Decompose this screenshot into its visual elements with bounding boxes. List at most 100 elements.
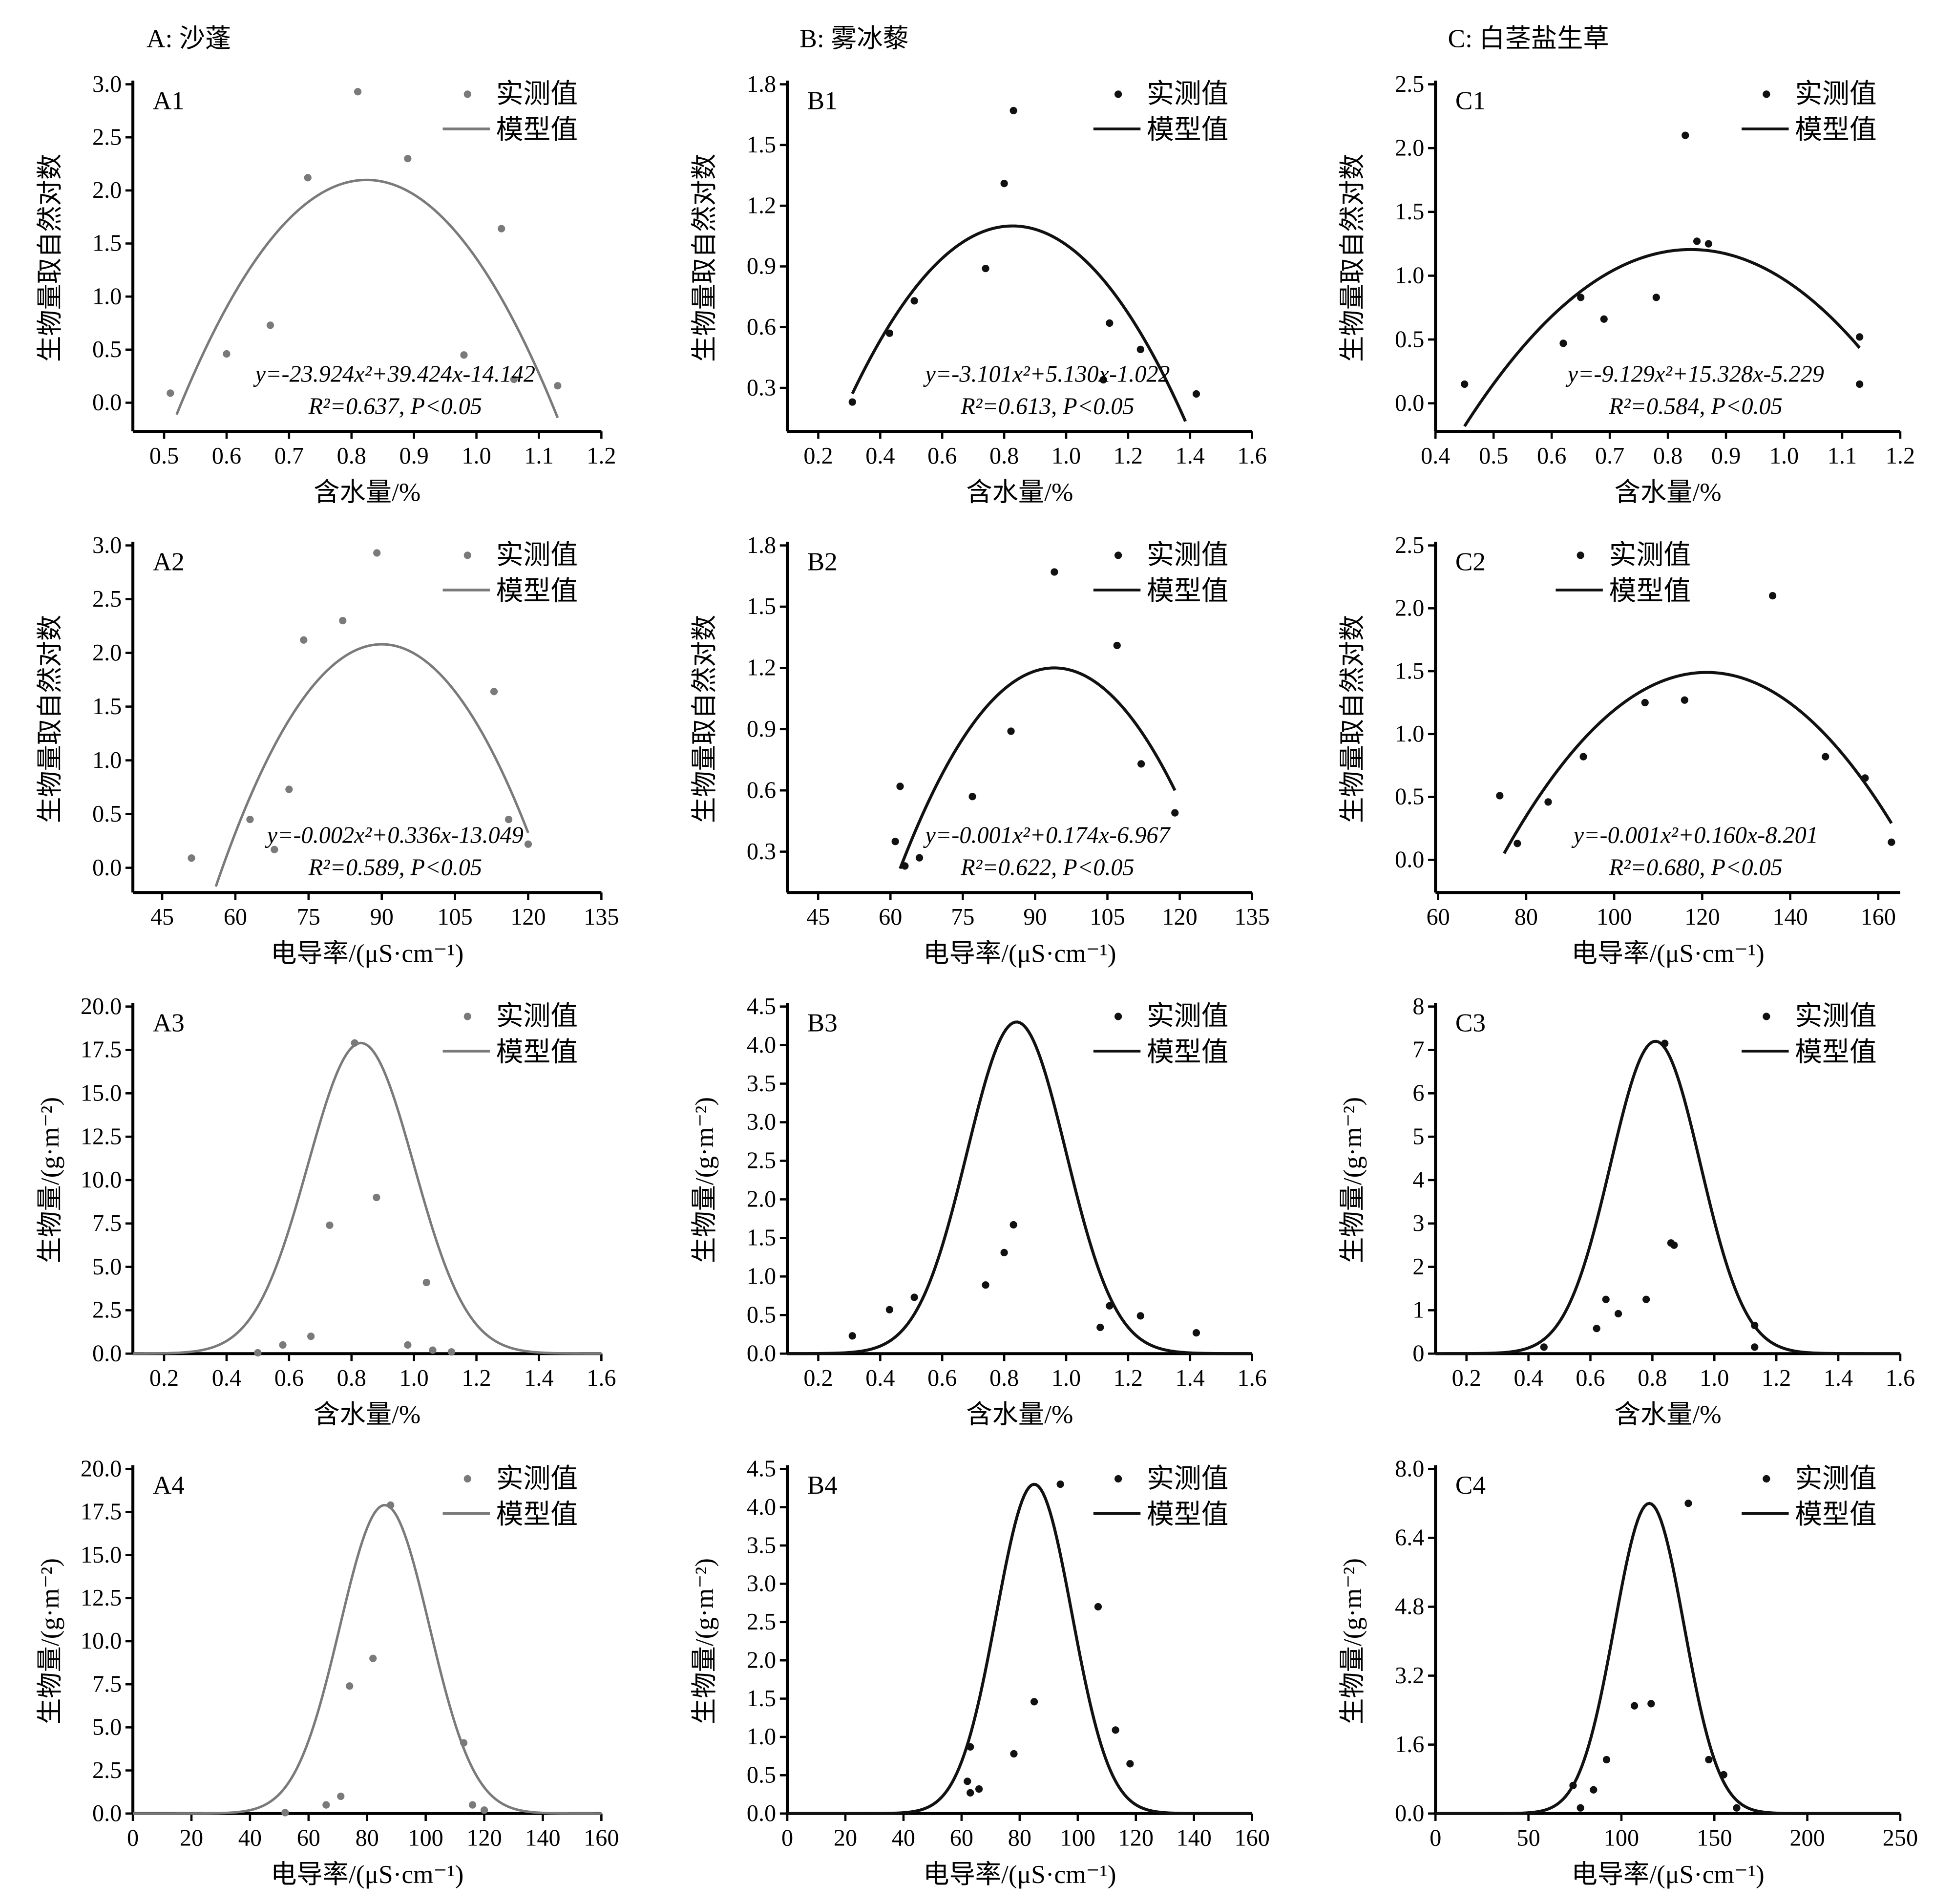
data-point — [1684, 1500, 1692, 1507]
legend-model: 模型值 — [496, 115, 578, 145]
x-tick-label: 1.2 — [1886, 443, 1915, 469]
data-point — [1856, 380, 1864, 388]
y-tick-label: 1.0 — [747, 1264, 776, 1290]
y-tick-label: 7.5 — [92, 1210, 122, 1236]
y-tick-label: 0.0 — [1395, 846, 1424, 872]
panel-label: A3 — [153, 1008, 185, 1037]
fit-equation: y=-0.001x²+0.174x-6.967 — [923, 823, 1171, 848]
data-point — [1600, 315, 1608, 323]
x-axis-label: 电导率/(μS·cm⁻¹) — [923, 1860, 1116, 1889]
panel-A2: 45 60 75 90 105 120 135 0.0 0.5 1.0 1.5 2.0 2.5 3.0 电导… — [36, 532, 619, 968]
y-tick-label: 0.5 — [1395, 326, 1424, 352]
data-point — [1733, 1804, 1741, 1812]
x-tick-label: 200 — [1789, 1825, 1825, 1851]
data-point — [460, 351, 468, 359]
data-point — [404, 155, 412, 163]
x-tick-label: 0.7 — [274, 443, 304, 469]
panel-label: A2 — [153, 547, 185, 576]
x-tick-label: 120 — [1118, 1825, 1154, 1851]
fit-equation: y=-23.924x²+39.424x-14.142 — [253, 361, 535, 387]
y-tick-label: 2.0 — [92, 640, 122, 666]
data-point — [1496, 792, 1504, 800]
y-tick-label: 5 — [1412, 1123, 1424, 1149]
data-point — [373, 549, 381, 557]
data-point — [254, 1349, 262, 1357]
y-tick-label: 5.0 — [92, 1714, 122, 1740]
y-tick-label: 1.8 — [747, 532, 776, 558]
x-tick-label: 1.2 — [1114, 443, 1143, 469]
panel-A4: 0 20 40 60 80 100 120 140 160 0.0 2.5 5.0 7.5 10.0 12.… — [36, 1456, 619, 1888]
data-point — [188, 854, 195, 862]
y-axis-label: 生物量/(g·m⁻²) — [36, 1558, 64, 1724]
data-point — [460, 1739, 468, 1747]
model-curve — [133, 1504, 602, 1815]
data-point — [422, 1278, 430, 1287]
legend-observed: 实测值 — [1147, 79, 1228, 109]
data-point — [447, 1348, 456, 1356]
legend-point-marker — [1114, 90, 1122, 98]
x-tick-label: 105 — [1090, 904, 1125, 930]
x-tick-label: 45 — [806, 904, 830, 930]
y-tick-label: 7 — [1412, 1037, 1424, 1063]
x-axis-label: 含水量/% — [1615, 478, 1722, 507]
y-tick-label: 2.0 — [1395, 135, 1424, 161]
y-tick-label: 4.8 — [1395, 1594, 1424, 1620]
y-tick-label: 4.5 — [747, 994, 776, 1019]
model-curve — [851, 224, 1187, 422]
y-tick-label: 1.0 — [1395, 263, 1424, 289]
legend-model: 模型值 — [496, 576, 578, 606]
x-tick-label: 105 — [437, 904, 472, 930]
y-tick-label: 15.0 — [81, 1542, 122, 1568]
x-axis-label: 电导率/(μS·cm⁻¹) — [1571, 1860, 1764, 1889]
data-point — [404, 1341, 412, 1349]
data-point — [505, 815, 513, 824]
data-point — [510, 376, 518, 383]
data-point — [1569, 1781, 1577, 1790]
x-axis-label: 电导率/(μS·cm⁻¹) — [271, 939, 463, 968]
data-point — [1192, 1329, 1200, 1337]
x-tick-label: 80 — [1514, 904, 1538, 930]
legend-model: 模型值 — [496, 1037, 578, 1067]
x-tick-label: 0.8 — [337, 443, 366, 469]
x-tick-label: 1.2 — [587, 443, 616, 469]
data-point — [1051, 568, 1058, 576]
x-tick-label: 0.8 — [989, 443, 1019, 469]
x-tick-label: 0.2 — [803, 1365, 833, 1391]
y-tick-label: 3.5 — [747, 1532, 776, 1558]
y-tick-label: 3 — [1412, 1210, 1424, 1236]
y-tick-label: 2.0 — [1395, 595, 1424, 621]
x-tick-label: 0.6 — [927, 443, 957, 469]
y-axis-label: 生物量取自然对数 — [1338, 154, 1367, 362]
data-point — [1593, 1325, 1600, 1333]
data-point — [1642, 1295, 1650, 1303]
x-axis-label: 电导率/(μS·cm⁻¹) — [271, 1860, 463, 1889]
x-tick-label: 0.4 — [212, 1365, 241, 1391]
y-tick-label: 1.0 — [1395, 721, 1424, 747]
legend-model: 模型值 — [1147, 576, 1228, 606]
y-tick-label: 3.0 — [92, 532, 122, 558]
legend-point-marker — [463, 90, 471, 98]
x-tick-label: 0.2 — [1452, 1365, 1481, 1391]
y-tick-label: 0.5 — [92, 337, 122, 362]
model-curve — [787, 1482, 1252, 1815]
x-axis-label: 含水量/% — [1615, 1400, 1722, 1429]
x-tick-label: 60 — [879, 904, 902, 930]
y-axis-label: 生物量/(g·m⁻²) — [36, 1097, 64, 1263]
y-tick-label: 4.0 — [747, 1494, 776, 1520]
data-point — [885, 329, 894, 337]
legend-model: 模型值 — [1795, 1037, 1876, 1067]
y-axis-label: 生物量/(g·m⁻²) — [1338, 1097, 1367, 1263]
y-tick-label: 1.0 — [92, 283, 122, 309]
data-point — [1720, 1771, 1727, 1778]
data-point — [967, 1789, 974, 1797]
x-tick-label: 1.2 — [1114, 1365, 1143, 1391]
legend-observed: 实测值 — [496, 1001, 578, 1032]
data-point — [1010, 1750, 1018, 1758]
legend-model: 模型值 — [1147, 1037, 1228, 1067]
y-tick-label: 1 — [1412, 1297, 1424, 1323]
x-tick-label: 50 — [1517, 1825, 1540, 1851]
column-title-a: A: 沙蓬 — [147, 24, 231, 53]
data-point — [1768, 592, 1777, 600]
data-point — [1094, 1603, 1102, 1611]
data-point — [885, 1306, 894, 1313]
